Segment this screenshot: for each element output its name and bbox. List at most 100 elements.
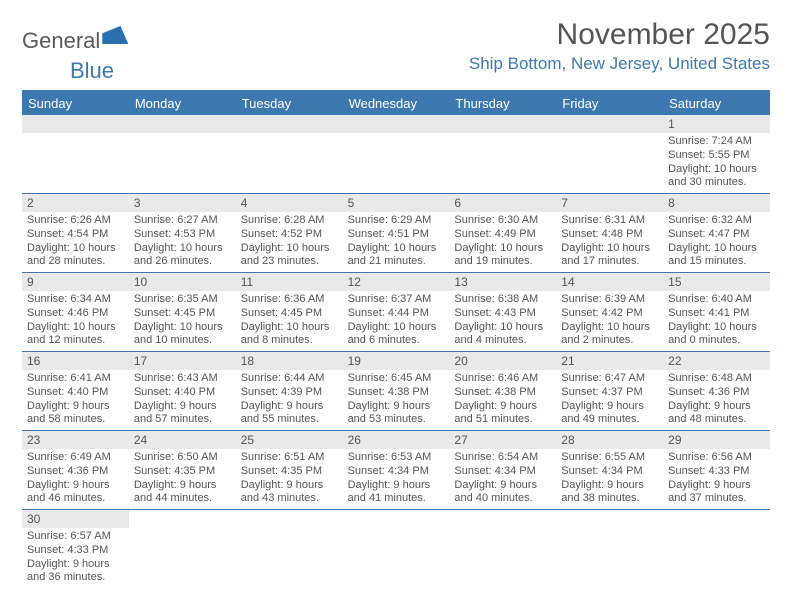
sunrise-text: Sunrise: 6:44 AM (241, 372, 338, 386)
day-info: Sunrise: 6:34 AMSunset: 4:46 PMDaylight:… (22, 291, 129, 351)
sunrise-text: Sunrise: 6:32 AM (668, 214, 765, 228)
sunrise-text: Sunrise: 6:34 AM (27, 293, 124, 307)
sunset-text: Sunset: 5:55 PM (668, 149, 765, 163)
sunrise-text: Sunrise: 6:54 AM (454, 451, 551, 465)
sunset-text: Sunset: 4:40 PM (134, 386, 231, 400)
calendar-cell (236, 115, 343, 193)
day-number: 26 (343, 431, 450, 449)
calendar-cell: 16Sunrise: 6:41 AMSunset: 4:40 PMDayligh… (22, 352, 129, 430)
day-info: Sunrise: 6:46 AMSunset: 4:38 PMDaylight:… (449, 370, 556, 430)
daylight-text: Daylight: 10 hours and 4 minutes. (454, 321, 551, 349)
day-number: 28 (556, 431, 663, 449)
logo-flag-icon (102, 26, 128, 44)
calendar: Sunday Monday Tuesday Wednesday Thursday… (22, 90, 770, 588)
sunrise-text: Sunrise: 6:50 AM (134, 451, 231, 465)
day-info: Sunrise: 6:55 AMSunset: 4:34 PMDaylight:… (556, 449, 663, 509)
calendar-cell: 6Sunrise: 6:30 AMSunset: 4:49 PMDaylight… (449, 194, 556, 272)
sunset-text: Sunset: 4:46 PM (27, 307, 124, 321)
day-header-sunday: Sunday (22, 92, 129, 115)
daylight-text: Daylight: 10 hours and 17 minutes. (561, 242, 658, 270)
logo: General (22, 28, 130, 54)
calendar-cell (556, 115, 663, 193)
empty-daynum (22, 115, 129, 133)
sunset-text: Sunset: 4:45 PM (241, 307, 338, 321)
day-number: 29 (663, 431, 770, 449)
day-number: 8 (663, 194, 770, 212)
calendar-cell: 23Sunrise: 6:49 AMSunset: 4:36 PMDayligh… (22, 431, 129, 509)
sunset-text: Sunset: 4:35 PM (241, 465, 338, 479)
daylight-text: Daylight: 9 hours and 58 minutes. (27, 400, 124, 428)
sunset-text: Sunset: 4:38 PM (348, 386, 445, 400)
daylight-text: Daylight: 9 hours and 44 minutes. (134, 479, 231, 507)
daylight-text: Daylight: 10 hours and 2 minutes. (561, 321, 658, 349)
sunrise-text: Sunrise: 6:45 AM (348, 372, 445, 386)
day-number: 17 (129, 352, 236, 370)
calendar-cell: 9Sunrise: 6:34 AMSunset: 4:46 PMDaylight… (22, 273, 129, 351)
week-row: 1Sunrise: 7:24 AMSunset: 5:55 PMDaylight… (22, 115, 770, 194)
daylight-text: Daylight: 10 hours and 12 minutes. (27, 321, 124, 349)
logo-text-1: General (22, 28, 100, 54)
daylight-text: Daylight: 9 hours and 38 minutes. (561, 479, 658, 507)
day-number: 6 (449, 194, 556, 212)
day-info: Sunrise: 6:41 AMSunset: 4:40 PMDaylight:… (22, 370, 129, 430)
day-number: 27 (449, 431, 556, 449)
day-header-thursday: Thursday (449, 92, 556, 115)
calendar-cell: 11Sunrise: 6:36 AMSunset: 4:45 PMDayligh… (236, 273, 343, 351)
week-row: 23Sunrise: 6:49 AMSunset: 4:36 PMDayligh… (22, 431, 770, 510)
day-number: 23 (22, 431, 129, 449)
sunset-text: Sunset: 4:33 PM (668, 465, 765, 479)
day-header-saturday: Saturday (663, 92, 770, 115)
sunrise-text: Sunrise: 6:35 AM (134, 293, 231, 307)
calendar-cell: 20Sunrise: 6:46 AMSunset: 4:38 PMDayligh… (449, 352, 556, 430)
calendar-cell: 19Sunrise: 6:45 AMSunset: 4:38 PMDayligh… (343, 352, 450, 430)
day-info: Sunrise: 6:30 AMSunset: 4:49 PMDaylight:… (449, 212, 556, 272)
daylight-text: Daylight: 9 hours and 48 minutes. (668, 400, 765, 428)
daylight-text: Daylight: 10 hours and 15 minutes. (668, 242, 765, 270)
weeks-container: 1Sunrise: 7:24 AMSunset: 5:55 PMDaylight… (22, 115, 770, 588)
day-info: Sunrise: 6:51 AMSunset: 4:35 PMDaylight:… (236, 449, 343, 509)
sunset-text: Sunset: 4:41 PM (668, 307, 765, 321)
day-info: Sunrise: 6:32 AMSunset: 4:47 PMDaylight:… (663, 212, 770, 272)
sunrise-text: Sunrise: 6:39 AM (561, 293, 658, 307)
daylight-text: Daylight: 9 hours and 46 minutes. (27, 479, 124, 507)
daylight-text: Daylight: 9 hours and 53 minutes. (348, 400, 445, 428)
calendar-cell: 28Sunrise: 6:55 AMSunset: 4:34 PMDayligh… (556, 431, 663, 509)
day-info: Sunrise: 6:35 AMSunset: 4:45 PMDaylight:… (129, 291, 236, 351)
day-info: Sunrise: 6:56 AMSunset: 4:33 PMDaylight:… (663, 449, 770, 509)
calendar-cell: 22Sunrise: 6:48 AMSunset: 4:36 PMDayligh… (663, 352, 770, 430)
calendar-cell: 18Sunrise: 6:44 AMSunset: 4:39 PMDayligh… (236, 352, 343, 430)
daylight-text: Daylight: 10 hours and 21 minutes. (348, 242, 445, 270)
day-info: Sunrise: 6:31 AMSunset: 4:48 PMDaylight:… (556, 212, 663, 272)
week-row: 9Sunrise: 6:34 AMSunset: 4:46 PMDaylight… (22, 273, 770, 352)
sunrise-text: Sunrise: 6:48 AM (668, 372, 765, 386)
daylight-text: Daylight: 9 hours and 49 minutes. (561, 400, 658, 428)
day-number: 21 (556, 352, 663, 370)
day-info: Sunrise: 6:40 AMSunset: 4:41 PMDaylight:… (663, 291, 770, 351)
calendar-cell (129, 510, 236, 588)
sunset-text: Sunset: 4:54 PM (27, 228, 124, 242)
daylight-text: Daylight: 9 hours and 36 minutes. (27, 558, 124, 586)
calendar-cell: 17Sunrise: 6:43 AMSunset: 4:40 PMDayligh… (129, 352, 236, 430)
sunset-text: Sunset: 4:43 PM (454, 307, 551, 321)
day-number: 24 (129, 431, 236, 449)
day-info: Sunrise: 7:24 AMSunset: 5:55 PMDaylight:… (663, 133, 770, 193)
week-row: 30Sunrise: 6:57 AMSunset: 4:33 PMDayligh… (22, 510, 770, 588)
sunset-text: Sunset: 4:51 PM (348, 228, 445, 242)
daylight-text: Daylight: 9 hours and 43 minutes. (241, 479, 338, 507)
day-info: Sunrise: 6:43 AMSunset: 4:40 PMDaylight:… (129, 370, 236, 430)
day-number: 1 (663, 115, 770, 133)
sunrise-text: Sunrise: 6:36 AM (241, 293, 338, 307)
calendar-cell: 14Sunrise: 6:39 AMSunset: 4:42 PMDayligh… (556, 273, 663, 351)
sunrise-text: Sunrise: 6:40 AM (668, 293, 765, 307)
sunset-text: Sunset: 4:53 PM (134, 228, 231, 242)
day-info: Sunrise: 6:48 AMSunset: 4:36 PMDaylight:… (663, 370, 770, 430)
sunset-text: Sunset: 4:47 PM (668, 228, 765, 242)
day-number: 13 (449, 273, 556, 291)
daylight-text: Daylight: 9 hours and 41 minutes. (348, 479, 445, 507)
day-number: 18 (236, 352, 343, 370)
day-info: Sunrise: 6:54 AMSunset: 4:34 PMDaylight:… (449, 449, 556, 509)
calendar-cell (449, 510, 556, 588)
calendar-cell: 26Sunrise: 6:53 AMSunset: 4:34 PMDayligh… (343, 431, 450, 509)
sunset-text: Sunset: 4:33 PM (27, 544, 124, 558)
day-header-wednesday: Wednesday (343, 92, 450, 115)
